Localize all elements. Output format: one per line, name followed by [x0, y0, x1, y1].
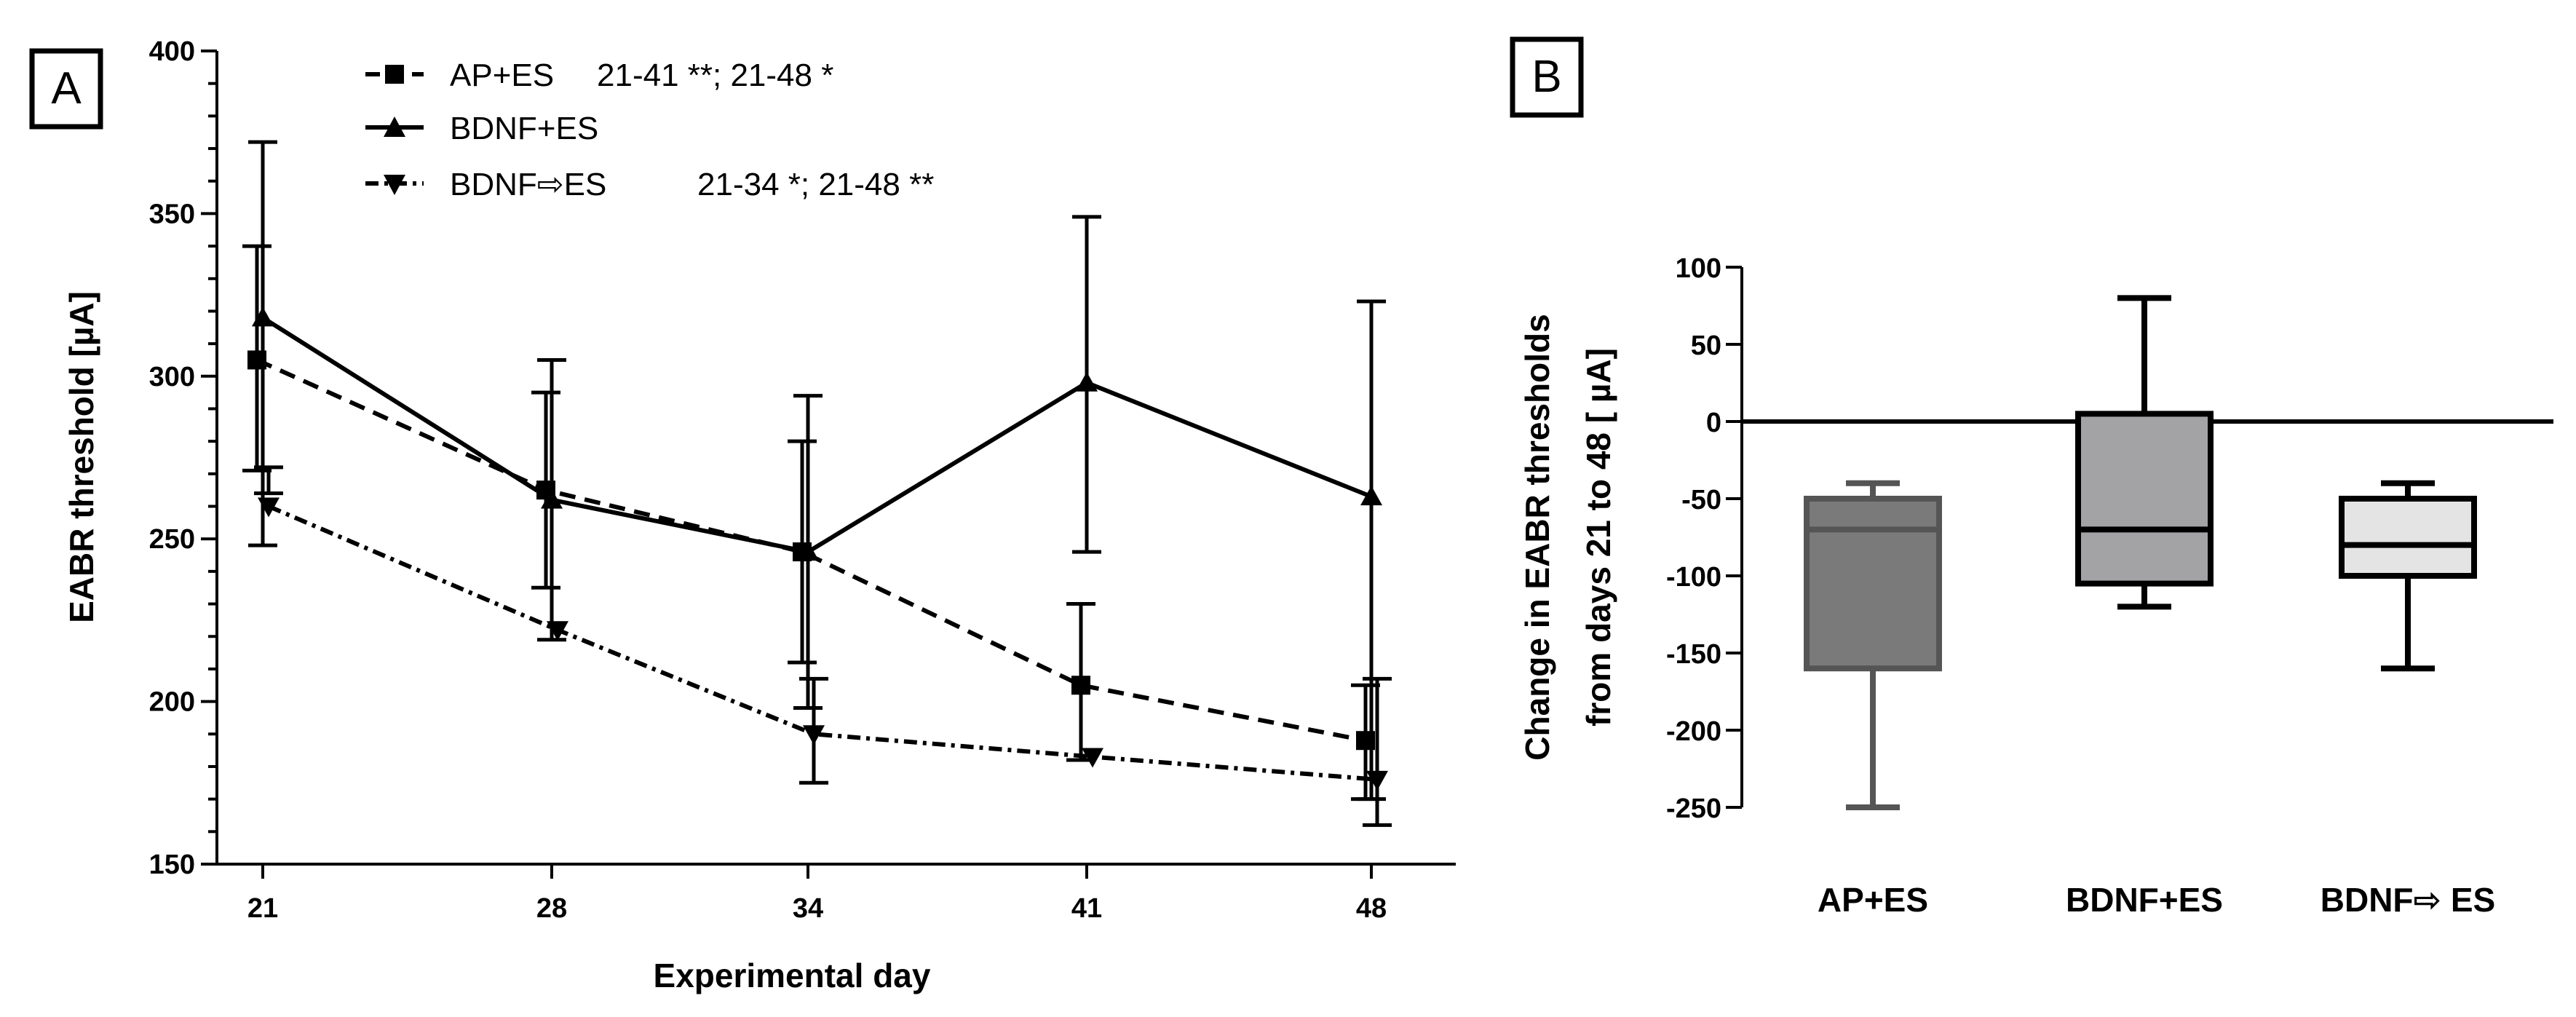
marker-square	[1071, 676, 1090, 695]
category-label: BDNF+ES	[2066, 881, 2223, 919]
series-line	[261, 315, 1373, 555]
y-tick-label-b: -200	[1666, 716, 1721, 747]
y-ticks-b: 100 50 0 -50 -100 -150 -200 -250	[1666, 253, 1742, 824]
y-tick-label-b: 50	[1691, 331, 1721, 361]
series-bdnf-es	[254, 465, 1392, 827]
x-tick-label: 41	[1071, 893, 1102, 924]
legend-label-ap-es: AP+ES	[450, 58, 554, 93]
series-line	[255, 357, 1366, 743]
y-tick-label-b: 0	[1706, 408, 1721, 438]
marker-triangle-down	[258, 497, 280, 518]
x-tick-label: 34	[793, 893, 823, 924]
series-bdnf-es	[248, 140, 1386, 802]
y-tick-label: 200	[149, 687, 195, 718]
box-1	[1804, 480, 1942, 810]
series-group-a	[242, 140, 1392, 827]
y-tick-label: 250	[149, 524, 195, 555]
legend-marker-triangle-up	[384, 116, 405, 137]
box-iqr	[1804, 496, 1942, 672]
y-tick-label-b: -150	[1666, 639, 1721, 670]
marker-triangle-up	[1360, 486, 1382, 506]
y-tick-label: 350	[149, 199, 195, 229]
y-tick-label: 300	[149, 362, 195, 392]
marker-triangle-up	[797, 541, 819, 561]
series-ap-es	[242, 244, 1380, 802]
y-tick-label: 150	[149, 850, 195, 880]
line-chart-a: 150 200 250 300 350 400 21 28 34 41 48 EABR thres…	[63, 36, 1456, 994]
legend-a: AP+ES 21-41 **; 21-48 * BDNF+ES BDNF⇨ES …	[365, 58, 934, 202]
legend-item-bdnf-es: BDNF+ES	[365, 111, 598, 146]
series-line	[267, 504, 1378, 782]
legend-annotation-bdnf-then-es: 21-34 *; 21-48 **	[697, 167, 934, 202]
x-tick-label: 28	[536, 893, 567, 924]
x-tick-label: 48	[1356, 893, 1387, 924]
marker-triangle-up	[541, 488, 563, 509]
marker-triangle-up	[1076, 371, 1098, 392]
y-tick-label-b: -50	[1681, 485, 1721, 515]
box-plot-b: 100 50 0 -50 -100 -150 -200 -250 AP+ES BDNF+ES BD…	[1518, 253, 2553, 919]
y-tick-label: 400	[149, 36, 195, 67]
y-tick-label-b: -100	[1666, 562, 1721, 593]
panel-b-label: B	[1531, 52, 1561, 102]
boxes-b	[1804, 295, 2477, 810]
category-labels-b: AP+ES BDNF+ES BDNF⇨ ES	[1818, 881, 2495, 919]
marker-triangle-down	[1082, 748, 1103, 768]
y-axis-title-a: EABR threshold [µA]	[63, 291, 100, 623]
category-label: AP+ES	[1818, 881, 1928, 919]
legend-marker-square	[385, 65, 404, 84]
y-ticks-a: 150 200 250 300 350 400	[149, 36, 217, 880]
marker-triangle-down	[1366, 770, 1388, 791]
marker-triangle-down	[547, 621, 568, 641]
box-iqr	[2075, 411, 2214, 587]
legend-item-ap-es: AP+ES 21-41 **; 21-48 *	[365, 58, 833, 93]
x-axis-title-a: Experimental day	[654, 957, 931, 994]
y-axis-title-b-line1: Change in EABR thresholds	[1518, 314, 1556, 760]
legend-annotation-ap-es: 21-41 **; 21-48 *	[597, 58, 833, 93]
y-tick-label-b: -250	[1666, 794, 1721, 824]
box-iqr	[2339, 496, 2477, 579]
legend-item-bdnf-then-es: BDNF⇨ES 21-34 *; 21-48 **	[365, 167, 934, 202]
legend-label-bdnf-then-es: BDNF⇨ES	[450, 167, 606, 202]
legend-label-bdnf-es: BDNF+ES	[450, 111, 598, 146]
panel-b-label-box: B	[1510, 36, 1584, 118]
y-tick-label-b: 100	[1676, 253, 1721, 284]
y-axis-title-b-line2: from days 21 to 48 [ µA]	[1580, 348, 1617, 727]
marker-triangle-up	[252, 306, 274, 327]
panel-a-label: A	[51, 63, 82, 114]
legend-marker-triangle-down	[384, 175, 405, 195]
box-3	[2339, 480, 2477, 672]
marker-triangle-down	[803, 725, 825, 745]
x-tick-label: 21	[247, 893, 278, 924]
box-2	[2075, 295, 2214, 610]
x-ticks-a: 21 28 34 41 48	[247, 864, 1387, 924]
panel-a-label-box: A	[29, 48, 103, 130]
category-label: BDNF⇨ ES	[2321, 881, 2495, 919]
